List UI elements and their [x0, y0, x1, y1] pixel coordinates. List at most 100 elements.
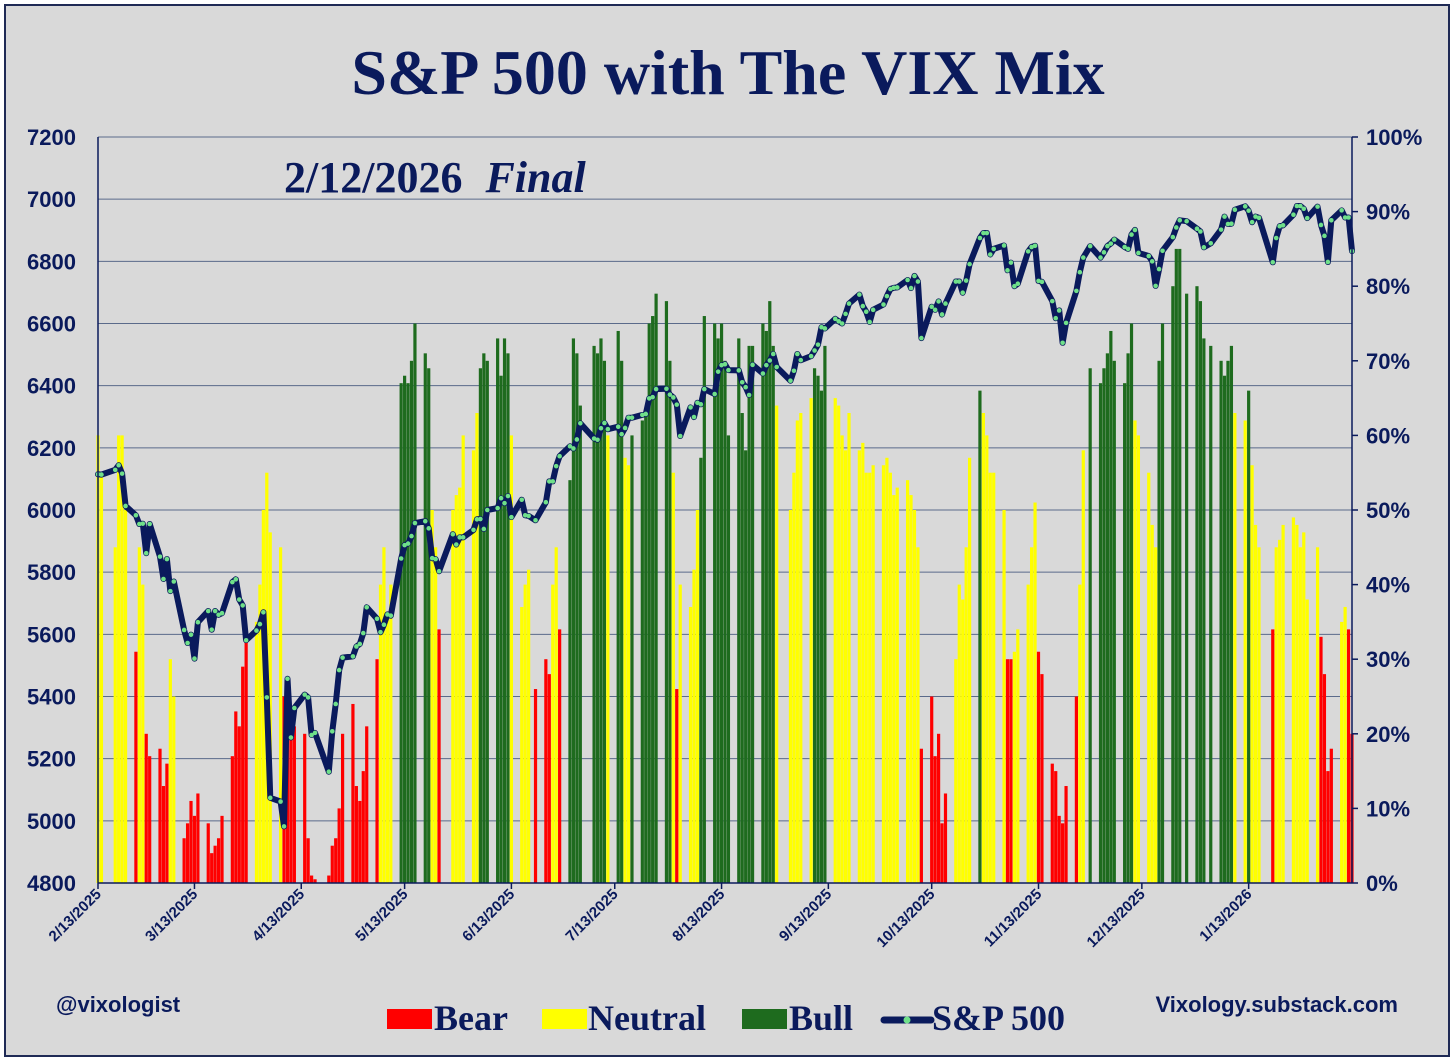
- bull-bar: [1185, 293, 1189, 883]
- neutral-bar: [1002, 510, 1006, 883]
- sp500-point: [1153, 283, 1158, 289]
- legend-swatch-bull: [742, 1009, 787, 1029]
- sp500-point: [453, 542, 459, 547]
- bull-bar: [1222, 375, 1227, 883]
- neutral-bar: [871, 465, 875, 883]
- bear-bar: [940, 823, 944, 883]
- bull-bar: [1129, 323, 1134, 883]
- right-tick-label: 20%: [1366, 722, 1410, 747]
- neutral-bar: [1033, 502, 1037, 883]
- x-tick-label: 1/13/2026: [1196, 886, 1255, 945]
- bull-bar: [978, 390, 982, 883]
- sp500-point: [1301, 206, 1307, 212]
- sp500-point: [602, 420, 607, 426]
- neutral-bar: [1026, 584, 1030, 883]
- sp500-point: [822, 326, 828, 331]
- sp500-point: [832, 316, 838, 322]
- bear-bar: [134, 651, 138, 883]
- bear-bar: [1040, 674, 1044, 883]
- neutral-bar: [1250, 465, 1254, 883]
- sp500-point: [412, 520, 418, 526]
- subtitle-date: 2/12/2026: [284, 153, 462, 202]
- sp500-point: [571, 446, 576, 451]
- sp500-point: [640, 412, 645, 418]
- bull-bar: [427, 368, 431, 883]
- neutral-bar: [141, 584, 145, 883]
- bear-bar: [206, 823, 210, 883]
- sp500-point: [171, 579, 177, 584]
- sp500-point: [360, 630, 366, 636]
- sp500-point: [743, 384, 748, 390]
- bear-bar: [144, 733, 148, 883]
- bear-bar: [1036, 651, 1041, 883]
- bear-bar: [244, 636, 248, 883]
- bear-bar: [210, 853, 214, 883]
- sp500-point: [1225, 221, 1231, 227]
- sp500-point: [405, 541, 411, 546]
- sp500-point: [905, 277, 910, 283]
- bear-bar: [340, 733, 345, 883]
- sp500-point: [1174, 225, 1179, 230]
- sp500-point: [956, 279, 962, 284]
- neutral-bar: [1012, 651, 1016, 883]
- bear-bar: [1271, 629, 1275, 883]
- sp500-point: [798, 357, 804, 363]
- legend-label-bull: Bull: [789, 998, 853, 1038]
- bear-bar: [351, 703, 355, 883]
- neutral-bar: [389, 584, 393, 883]
- sp500-point: [519, 497, 525, 503]
- sp500-point: [1229, 221, 1234, 227]
- sp500-point: [653, 386, 659, 392]
- sp500-point: [205, 608, 211, 614]
- sp500-point: [664, 386, 669, 392]
- bull-bar: [740, 413, 744, 883]
- bear-bar: [365, 726, 369, 883]
- footer-site: Vixology.substack.com: [1156, 992, 1399, 1017]
- neutral-bar: [1016, 629, 1020, 883]
- sp500-point: [629, 415, 635, 420]
- sp500-point: [543, 499, 549, 505]
- sp500-point: [1122, 244, 1127, 250]
- sp500-point: [1246, 208, 1251, 213]
- sp500-point: [1098, 255, 1103, 260]
- sp500-point: [1232, 207, 1238, 213]
- sp500-point: [691, 414, 697, 420]
- bear-bar: [675, 689, 679, 883]
- neutral-bar: [471, 450, 476, 883]
- bear-bar: [230, 756, 234, 883]
- x-tick-label: 11/13/2025: [981, 886, 1046, 951]
- bull-bar: [823, 345, 827, 883]
- sp500-point: [1184, 218, 1189, 224]
- bear-bar: [313, 879, 317, 883]
- bull-bar: [616, 330, 620, 884]
- neutral-bar: [168, 659, 172, 883]
- bear-bar: [234, 711, 238, 883]
- neutral-bar: [964, 547, 968, 883]
- neutral-bar: [1278, 539, 1282, 883]
- sp500-point: [312, 730, 318, 736]
- bull-bar: [1109, 330, 1113, 884]
- bull-bar: [1098, 383, 1103, 883]
- sp500-point: [1039, 279, 1045, 285]
- sp500-point: [1015, 281, 1021, 287]
- sp500-point: [257, 621, 263, 627]
- sp500-point: [112, 467, 118, 473]
- neutral-bar: [120, 435, 124, 883]
- bull-bar: [1209, 345, 1213, 883]
- left-tick-label: 6600: [27, 312, 76, 337]
- bull-bar: [1126, 353, 1130, 884]
- bull-bar: [716, 338, 720, 883]
- sp500-point: [1132, 227, 1138, 233]
- sp500-point: [433, 556, 438, 562]
- neutral-bar: [843, 450, 848, 883]
- sp500-point: [409, 533, 414, 539]
- sp500-point: [350, 654, 356, 659]
- sp500-point: [1049, 298, 1055, 304]
- bull-bar: [1202, 338, 1206, 883]
- sp500-point: [736, 368, 742, 373]
- sp500-point: [677, 433, 683, 439]
- sp500-point: [254, 628, 259, 633]
- bull-bar: [726, 435, 731, 883]
- neutral-bar: [912, 510, 917, 883]
- sp500-point: [674, 402, 680, 407]
